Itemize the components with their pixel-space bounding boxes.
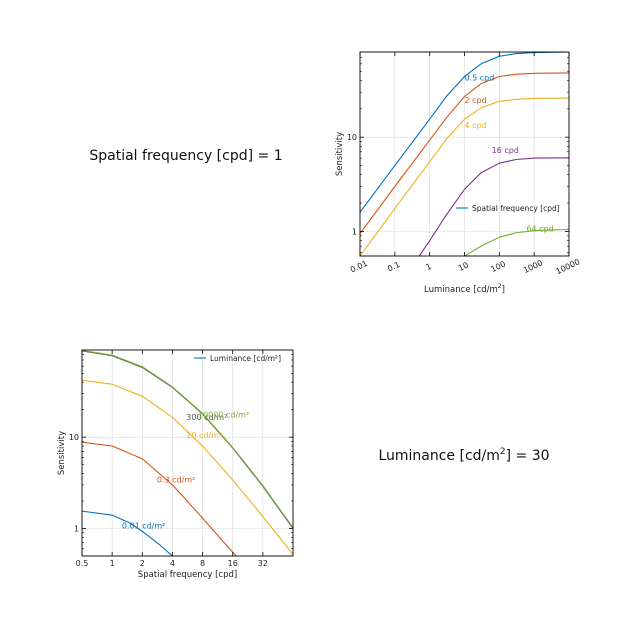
- x-tick-label: 0.1: [386, 260, 401, 274]
- plot-frame: [81, 349, 294, 557]
- series-line-16-cpd: [418, 157, 569, 256]
- series-line-0-5-cpd: [360, 52, 569, 213]
- y-tick-label: 10: [69, 433, 79, 442]
- sensitivity-vs-luminance-chart: 0.5 cpd 2 cpd 4 cpd 16 cpd 64 cpd 0.01 0.1 1 10 1…: [335, 51, 582, 295]
- x-axis-label: Luminance [cd/m2]: [424, 283, 505, 295]
- grid-lines: [360, 52, 569, 256]
- series-line-4-cpd: [360, 97, 569, 256]
- series-line-10-cd-m: [82, 379, 293, 555]
- series-line-64-cpd: [464, 228, 569, 256]
- series-label-10-cd-m: 10 cd/m²: [186, 431, 222, 440]
- series-label-300-cd-m: 300 cd/m²: [186, 413, 227, 422]
- sensitivity-vs-spatial-frequency-chart: 0.01 cd/m² 0.3 cd/m² 10 cd/m² 300 cd/m²1000…: [57, 349, 294, 580]
- luminance-panel-label: Luminance [cd/m2] = 30: [378, 447, 549, 464]
- grid-lines: [82, 350, 293, 556]
- major-ticks: [81, 350, 293, 556]
- x-tick-label: 4: [170, 559, 175, 568]
- series-label-2-cpd: 2 cpd: [465, 96, 487, 105]
- spatial-frequency-panel-label: Spatial frequency [cpd] = 1: [89, 148, 282, 164]
- x-tick-label: 32: [258, 559, 268, 568]
- legend-entry: Luminance [cd/m²]: [210, 354, 281, 363]
- legend-entry: Spatial frequency [cpd]: [472, 204, 560, 213]
- x-tick-label: 2: [140, 559, 145, 568]
- series-label-0-3-cd-m: 0.3 cd/m²: [157, 475, 195, 484]
- series-label-64-cpd: 64 cpd: [526, 225, 553, 234]
- major-ticks: [359, 52, 570, 256]
- x-tick-label: 1000: [522, 258, 544, 275]
- series-line-2-cpd: [360, 72, 569, 234]
- x-tick-label: 8: [200, 559, 205, 568]
- x-tick-label: 100: [489, 259, 507, 274]
- x-tick-label: 1: [424, 262, 432, 272]
- series-label-16-cpd: 16 cpd: [492, 146, 519, 155]
- x-tick-label: 16: [228, 559, 238, 568]
- x-axis-label: Spatial frequency [cpd]: [138, 570, 237, 580]
- series-line-0-01-cd-m: [82, 510, 174, 556]
- x-tick-label: 0.5: [76, 559, 89, 568]
- x-tick-label: 1: [110, 559, 115, 568]
- y-tick-label: 1: [74, 525, 79, 534]
- y-axis-label: Sensitivity: [57, 431, 67, 475]
- x-tick-label: 10: [457, 261, 470, 273]
- legend: Spatial frequency [cpd]: [456, 204, 560, 213]
- legend: Luminance [cd/m²]: [194, 354, 281, 363]
- x-tick-label: 10000: [555, 257, 582, 276]
- minor-ticks: [82, 354, 293, 550]
- series-label-10000-cd-m: 10000 cd/m²: [198, 410, 249, 419]
- y-tick-label: 10: [347, 133, 357, 142]
- x-tick-label: 0.01: [349, 259, 369, 275]
- series-line-10000-cd-m: [82, 350, 293, 529]
- series-label-0-01-cd-m: 0.01 cd/m²: [122, 522, 166, 531]
- y-tick-label: 1: [352, 228, 357, 237]
- series-label-0-5-cpd: 0.5 cpd: [465, 73, 495, 82]
- series-label-4-cpd: 4 cpd: [465, 121, 487, 130]
- y-axis-label: Sensitivity: [335, 132, 345, 176]
